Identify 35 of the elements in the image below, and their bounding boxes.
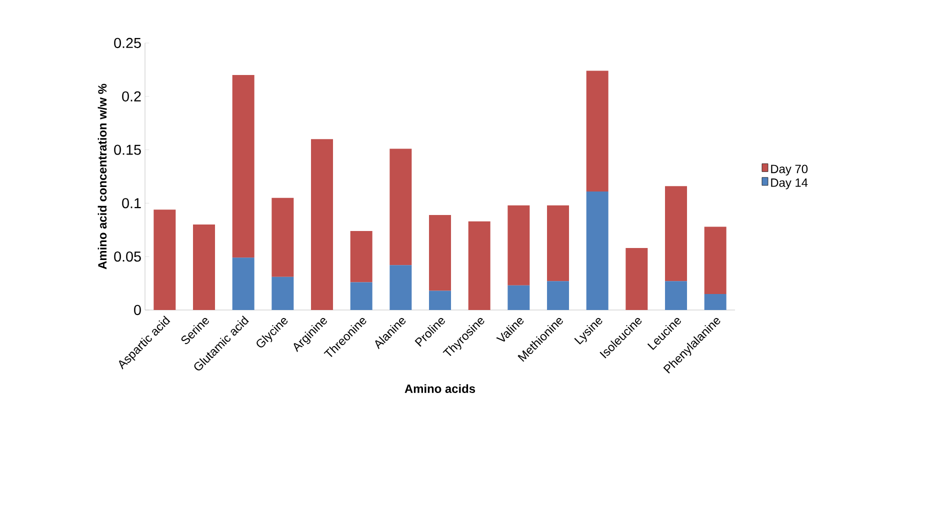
legend-label: Day 14 — [771, 178, 808, 190]
bar — [232, 258, 254, 310]
bar — [586, 70, 608, 192]
bar — [232, 75, 254, 258]
bar — [429, 290, 452, 310]
y-tick-label: 0.1 — [122, 198, 141, 208]
legend-label: Day 70 — [771, 164, 808, 176]
bar — [665, 186, 688, 282]
bar — [311, 139, 334, 310]
y-tick-label: 0.2 — [122, 91, 141, 102]
x-axis-title: Amino acids — [404, 384, 476, 393]
bar — [704, 294, 726, 310]
bar — [272, 276, 294, 310]
bar — [193, 224, 216, 310]
y-tick-label: 0.25 — [114, 38, 141, 48]
bar — [154, 210, 176, 310]
bar — [626, 248, 648, 310]
bar — [468, 221, 490, 310]
y-tick-label: 0.15 — [114, 144, 141, 155]
bar — [665, 281, 688, 310]
bar — [390, 148, 412, 266]
bar — [350, 230, 372, 282]
bar — [390, 265, 412, 310]
bar — [547, 205, 570, 282]
y-axis-title: Amino acid concentration w/w % — [98, 84, 107, 270]
bar — [350, 282, 372, 310]
y-tick-label: 0 — [134, 304, 141, 316]
y-tick-label: 0.05 — [114, 252, 141, 262]
bar — [586, 191, 608, 310]
bar — [508, 205, 530, 286]
bar — [547, 281, 570, 310]
bar — [704, 226, 726, 294]
bar — [429, 214, 452, 291]
bar — [272, 198, 294, 277]
bar — [508, 285, 530, 310]
